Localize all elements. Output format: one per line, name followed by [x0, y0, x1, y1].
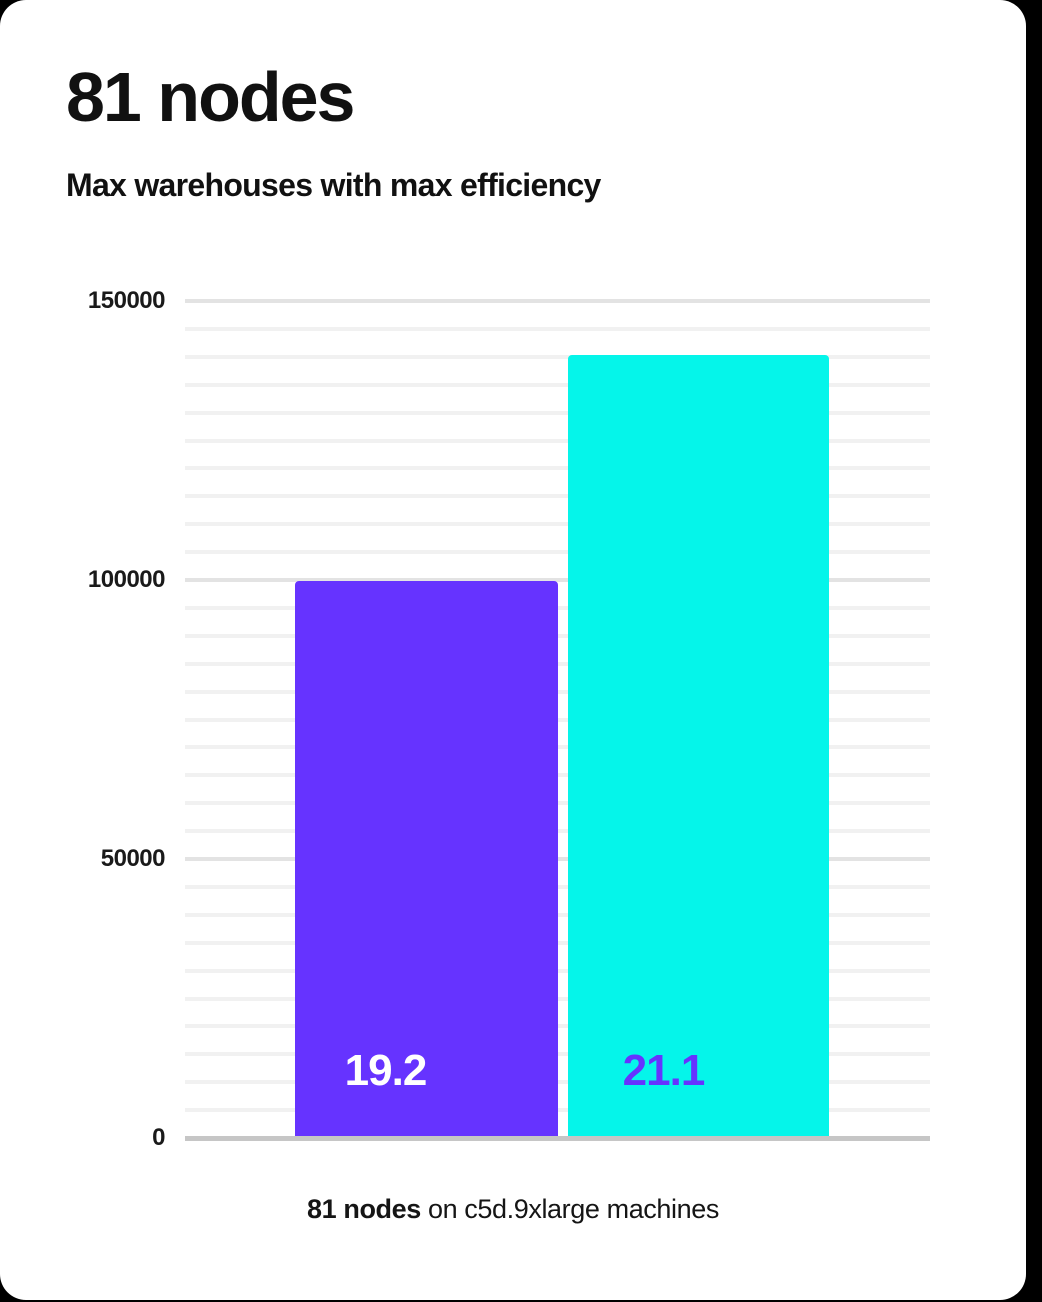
y-axis-tick-label: 100000: [87, 566, 166, 593]
gridline-major: [185, 299, 930, 303]
gridline-minor: [185, 466, 930, 471]
gridline-major: [185, 578, 930, 582]
bar-1[interactable]: 21.1: [568, 355, 829, 1138]
gridline-minor: [185, 522, 930, 527]
caption-rest-text: on c5d.9xlarge machines: [420, 1194, 719, 1224]
gridline-minor: [185, 410, 930, 415]
gridline-minor: [185, 550, 930, 555]
bar-0[interactable]: 19.2: [295, 580, 558, 1138]
gridline-minor: [185, 326, 930, 331]
chart-subtitle: Max warehouses with max efficiency: [66, 167, 601, 203]
caption-strong-text: 81 nodes: [307, 1194, 421, 1224]
chart-caption: 81 nodes on c5d.9xlarge machines: [0, 1196, 1026, 1223]
gridline-minor: [185, 382, 930, 387]
y-axis-tick-label: 150000: [87, 287, 166, 314]
gridline-minor: [185, 438, 930, 443]
y-axis-tick-label: 50000: [100, 845, 166, 872]
plot-area: 19.2 21.1: [185, 299, 930, 1140]
gridline-minor: [185, 354, 930, 359]
chart-header: 81 nodes Max warehouses with max efficie…: [66, 62, 966, 201]
gridline-minor: [185, 494, 930, 499]
bar-value-label: 21.1: [622, 1046, 706, 1095]
y-axis-tick-label: 0: [152, 1124, 165, 1151]
page-title: 81 nodes: [66, 58, 355, 136]
bar-value-label: 19.2: [344, 1046, 428, 1095]
x-axis-line: [185, 1136, 930, 1141]
y-axis: 0 50000 100000 150000: [40, 289, 166, 1150]
